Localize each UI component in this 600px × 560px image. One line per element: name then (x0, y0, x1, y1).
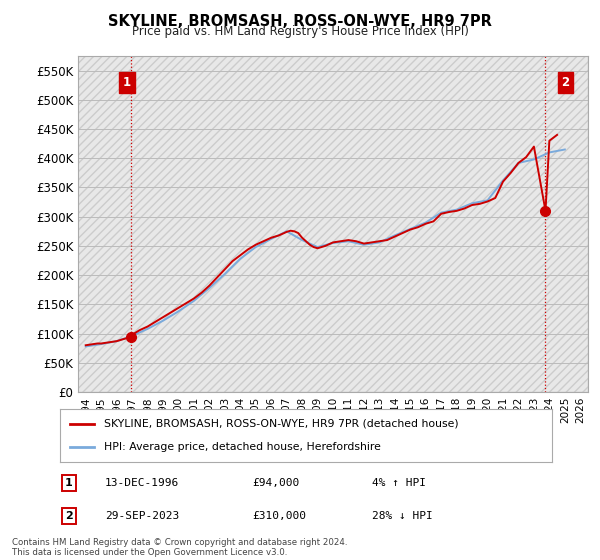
Text: 2: 2 (562, 76, 569, 89)
Text: £310,000: £310,000 (252, 511, 306, 521)
Text: Price paid vs. HM Land Registry's House Price Index (HPI): Price paid vs. HM Land Registry's House … (131, 25, 469, 38)
Text: 4% ↑ HPI: 4% ↑ HPI (372, 478, 426, 488)
Text: 28% ↓ HPI: 28% ↓ HPI (372, 511, 433, 521)
Text: SKYLINE, BROMSASH, ROSS-ON-WYE, HR9 7PR (detached house): SKYLINE, BROMSASH, ROSS-ON-WYE, HR9 7PR … (104, 419, 459, 429)
Text: £94,000: £94,000 (252, 478, 299, 488)
Text: Contains HM Land Registry data © Crown copyright and database right 2024.
This d: Contains HM Land Registry data © Crown c… (12, 538, 347, 557)
Text: 1: 1 (122, 76, 131, 89)
Text: 29-SEP-2023: 29-SEP-2023 (105, 511, 179, 521)
Text: 2: 2 (65, 511, 73, 521)
Text: SKYLINE, BROMSASH, ROSS-ON-WYE, HR9 7PR: SKYLINE, BROMSASH, ROSS-ON-WYE, HR9 7PR (108, 14, 492, 29)
Text: 13-DEC-1996: 13-DEC-1996 (105, 478, 179, 488)
Text: 1: 1 (65, 478, 73, 488)
Text: HPI: Average price, detached house, Herefordshire: HPI: Average price, detached house, Here… (104, 442, 381, 452)
